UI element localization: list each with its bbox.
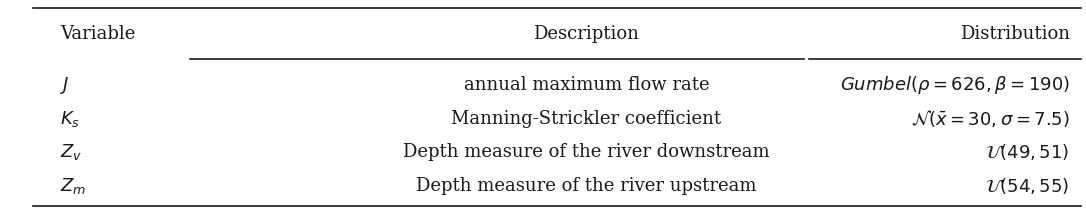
Text: $Z_v$: $Z_v$ [60,142,83,162]
Text: annual maximum flow rate: annual maximum flow rate [464,76,709,94]
Text: Manning-Strickler coefficient: Manning-Strickler coefficient [452,110,721,128]
Text: Description: Description [533,25,640,43]
Text: Depth measure of the river upstream: Depth measure of the river upstream [416,177,757,195]
Text: $Z_m$: $Z_m$ [60,176,86,196]
Text: $\mathit{Gumbel}(\rho = 626, \beta = 190)$: $\mathit{Gumbel}(\rho = 626, \beta = 190… [839,74,1070,96]
Text: $\mathcal{U}(49, 51)$: $\mathcal{U}(49, 51)$ [985,142,1070,162]
Text: $K_s$: $K_s$ [60,109,80,129]
Text: Depth measure of the river downstream: Depth measure of the river downstream [403,143,770,161]
Text: $\mathcal{U}(54, 55)$: $\mathcal{U}(54, 55)$ [985,176,1070,196]
Text: $\mathcal{N}(\bar{x} = 30, \sigma = 7.5)$: $\mathcal{N}(\bar{x} = 30, \sigma = 7.5)… [911,108,1070,129]
Text: Variable: Variable [60,25,135,43]
Text: $J$: $J$ [60,75,70,96]
Text: Distribution: Distribution [960,25,1070,43]
